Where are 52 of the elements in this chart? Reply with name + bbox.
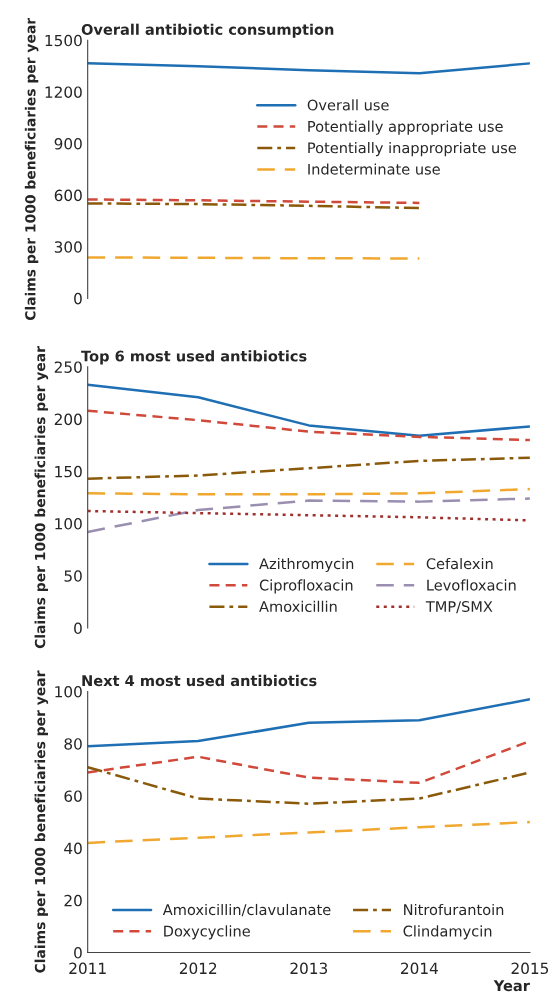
legend-label: Cefalexin — [426, 557, 493, 570]
y-tick-label: 900 — [54, 138, 82, 150]
line-series — [87, 497, 530, 534]
x-tick-label: 2012 — [179, 962, 217, 975]
y-tick-label: 1200 — [45, 86, 82, 98]
x-tick-label: 2014 — [401, 962, 438, 975]
legend-label: Amoxicillin/clavulanate — [162, 903, 331, 917]
legend-label: Amoxicillin — [259, 600, 337, 613]
line-series — [87, 62, 530, 75]
y-tick-label: 0 — [74, 622, 82, 635]
y-tick-label: 20 — [64, 894, 82, 907]
line-series — [87, 409, 530, 442]
y-tick-label: 250 — [54, 361, 82, 373]
x-tick-label: 2013 — [290, 962, 328, 975]
legend-label: Potentially inappropriate use — [308, 142, 517, 157]
y-tick-label: 600 — [54, 189, 82, 202]
legend-label: Azithromycin — [259, 557, 354, 573]
y-axis-title: Claims per 1000 beneficiaries per year — [34, 670, 49, 973]
y-tick-label: 300 — [54, 241, 82, 253]
chart-title: Overall antibiotic consumption — [81, 23, 334, 38]
y-tick-label: 50 — [64, 570, 82, 582]
y-tick-label: 0 — [74, 292, 82, 305]
legend-label: Doxycycline — [164, 925, 250, 940]
y-tick-label: 80 — [64, 738, 82, 750]
chart-title: Top 6 most used antibiotics — [81, 350, 307, 365]
y-tick-label: 200 — [54, 413, 82, 426]
y-axis-title: Claims per 1000 beneficiaries per year — [24, 17, 39, 321]
y-tick-label: 100 — [55, 685, 82, 698]
y-tick-label: 1500 — [45, 34, 82, 47]
legend-label: Overall use — [307, 99, 389, 111]
legend-label: Potentially appropriate use — [308, 120, 503, 135]
line-series — [87, 820, 530, 845]
legend-label: TMP/SMX — [425, 601, 493, 614]
legend-label: Levofloxacin — [427, 579, 516, 591]
x-tick-label: 2011 — [69, 962, 106, 975]
x-axis-title: Year — [493, 980, 530, 992]
y-tick-label: 60 — [64, 790, 82, 802]
legend-label: Ciprofloxacin — [259, 579, 353, 594]
y-axis-title: Claims per 1000 beneficiaries per year — [34, 346, 49, 649]
chart-title: Next 4 most used antibiotics — [82, 674, 317, 687]
x-tick-label: 2015 — [511, 962, 548, 975]
legend-label: Nitrofurantoin — [404, 903, 504, 916]
line-series — [87, 698, 530, 748]
line-series — [87, 456, 530, 480]
legend-label: Indeterminate use — [308, 163, 440, 175]
y-tick-label: 150 — [55, 465, 82, 478]
y-tick-label: 0 — [74, 947, 82, 959]
line-series — [87, 765, 530, 805]
line-series — [87, 383, 530, 438]
y-tick-label: 40 — [64, 842, 82, 855]
legend-label: Clindamycin — [403, 925, 492, 940]
y-tick-label: 100 — [55, 518, 82, 530]
